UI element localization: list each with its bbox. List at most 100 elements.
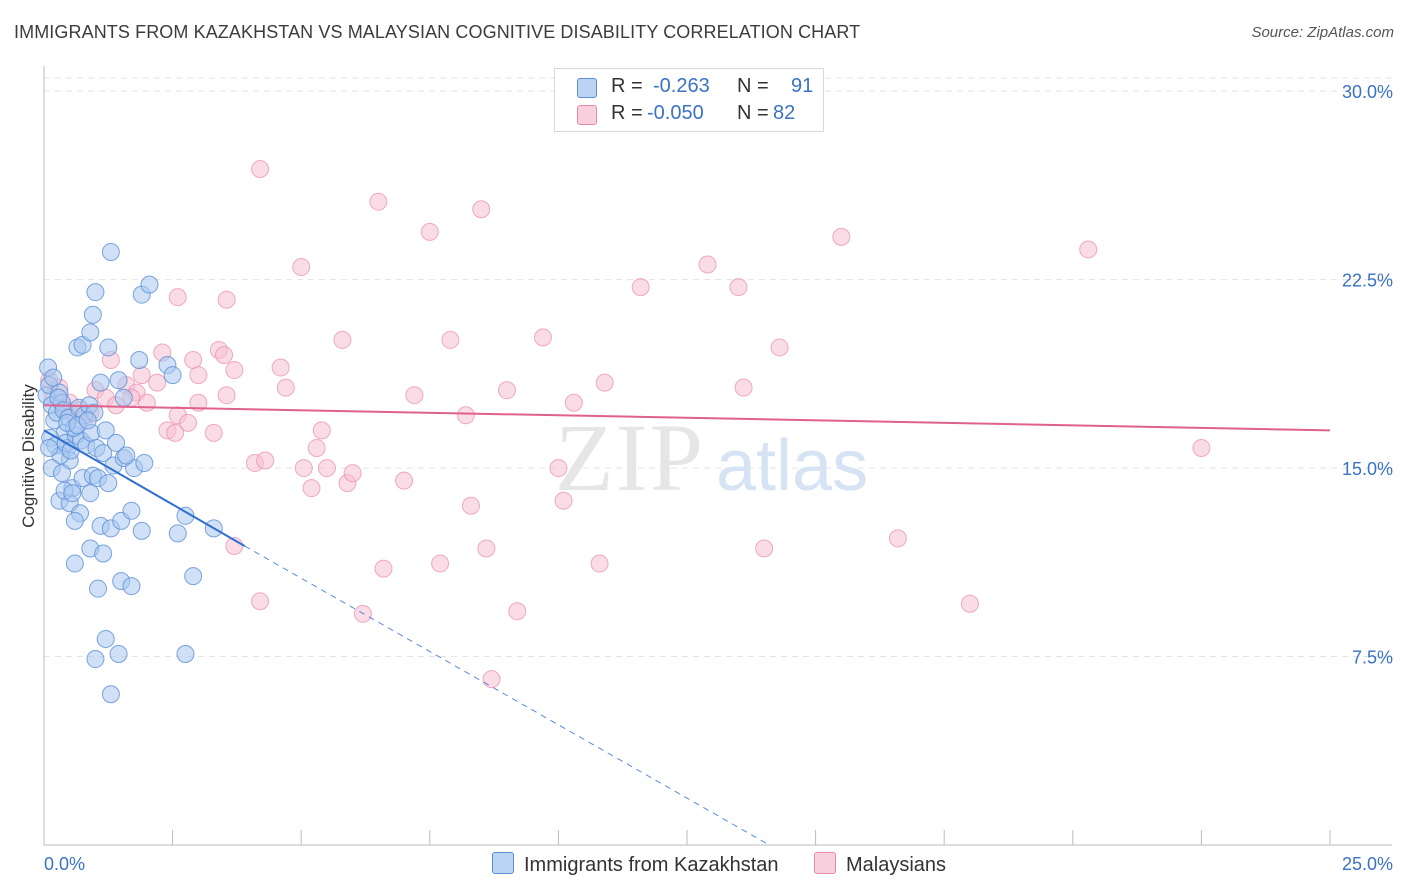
gridlines [44,77,1392,658]
malaysians-point [431,554,450,573]
malaysians-point [374,559,393,578]
kazakhstan-point [65,511,84,530]
malaysians-point [132,366,151,385]
kazakhstan-point [83,305,102,324]
malaysians-point [477,539,496,558]
kazakhstan-point [86,650,105,669]
malaysians-point [472,200,491,219]
source-label: Source: ZipAtlas.com [1251,24,1394,41]
kazakhstan-point [184,567,203,586]
kazakhstan-point [114,388,133,407]
legend-r-value: -0.263 [653,75,710,97]
kazakhstan-point [40,438,59,457]
kazakhstan-trend-line [43,429,246,547]
malaysians-point [1192,438,1211,457]
bottom-legend-swatch-pink [814,852,836,874]
malaysians-trend-line [43,404,1331,432]
malaysians-point [168,288,187,307]
legend-r-label: R = [611,102,643,124]
kazakhstan-point [176,645,195,664]
legend-n-label: N = [737,75,769,97]
malaysians-point [225,361,244,380]
kazakhstan-point [122,577,141,596]
kazakhstan-point [117,446,136,465]
kazakhstan-point [65,554,84,573]
kazakhstan-point [96,421,115,440]
malaysians-point [631,278,650,297]
malaysians-point [302,479,321,498]
malaysians-point [179,413,198,432]
malaysians-point [369,192,388,211]
x-tick-label: 0.0% [44,854,85,874]
kazakhstan-point [63,484,82,503]
malaysians-point [770,338,789,357]
malaysians-point [549,459,568,478]
bottom-legend-swatch-blue [492,852,514,874]
kazakhstan-point [132,521,151,540]
kazakhstan-point [44,368,63,387]
kazakhstan-point [89,579,108,598]
legend-n-label: N = [737,102,769,124]
malaysians-point [312,421,331,440]
malaysians-point [333,330,352,349]
malaysians-point [960,594,979,613]
kazakhstan-point [130,351,149,370]
page-title: IMMIGRANTS FROM KAZAKHSTAN VS MALAYSIAN … [14,22,861,42]
legend-r-value: -0.050 [647,102,704,124]
malaysians-point [251,160,270,179]
kazakhstan-point [101,242,120,261]
malaysians-point [343,464,362,483]
malaysians-point [461,496,480,515]
malaysians-point [441,330,460,349]
malaysians-point [755,539,774,558]
kazakhstan-point [81,323,100,342]
malaysians-point [166,423,185,442]
bottom-legend-kazakhstan: Immigrants from Kazakhstan [492,852,779,877]
x-tick-labels: 0.0% 25.0% [44,854,1393,874]
malaysians-point [251,592,270,611]
malaysians-point [405,386,424,405]
malaysians-point [497,381,516,400]
kazakhstan-point [163,366,182,385]
malaysians-point [256,451,275,470]
kazakhstan-point [78,411,97,430]
malaysians-point [590,554,609,573]
malaysians-point [595,373,614,392]
kazakhstan-point [122,501,141,520]
kazakhstan-point [53,464,72,483]
malaysians-point [1079,240,1098,259]
malaysians-point [456,406,475,425]
malaysians-point [729,278,748,297]
kazakhstan-point [168,524,187,543]
kazakhstan-point [94,443,113,462]
y-tick-labels: 7.5% 15.0% 22.5% 30.0% [1342,82,1393,667]
kazakhstan-point [96,629,115,648]
malaysians-point [137,393,156,412]
trend-lines [43,404,1331,846]
legend-n-value: 91 [791,75,814,97]
malaysians-point [533,328,552,347]
malaysians-points [40,160,1211,689]
legend-n-value: 82 [773,102,796,124]
malaysians-point [189,393,208,412]
kazakhstan-trend-extension [244,545,770,846]
watermark-atlas: atlas [716,426,868,506]
malaysians-point [888,529,907,548]
malaysians-point [698,255,717,274]
watermark: ZIP atlas [555,404,868,511]
malaysians-point [395,471,414,490]
malaysians-point [294,459,313,478]
malaysians-point [276,378,295,397]
legend-r-label: R = [611,75,643,97]
legend-swatch-blue [577,78,597,98]
kazakhstan-point [101,685,120,704]
malaysians-point [564,393,583,412]
malaysians-point [189,366,208,385]
malaysians-point [271,358,290,377]
bottom-legend-malaysians: Malaysians [814,852,946,877]
malaysians-point [292,258,311,277]
malaysians-point [217,290,236,309]
kazakhstan-point [140,275,159,294]
kazakhstan-point [107,433,126,452]
